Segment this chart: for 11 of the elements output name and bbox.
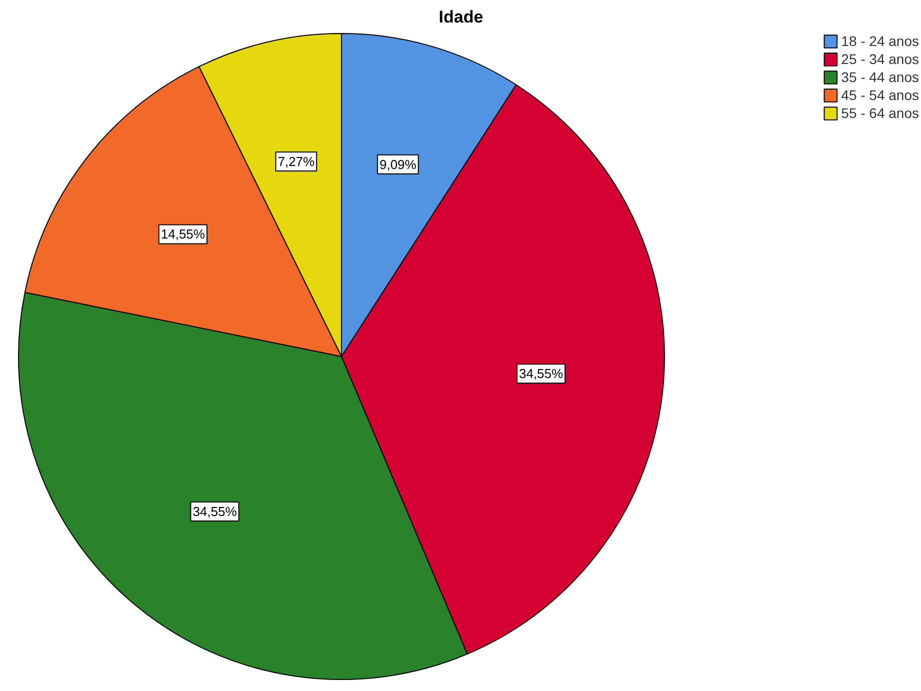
legend-label: 18 - 24 anos [841, 33, 919, 49]
legend-label: 45 - 54 anos [841, 87, 919, 103]
data-label: 14,55% [160, 226, 206, 242]
data-label: 9,09% [379, 156, 417, 172]
legend-label: 35 - 44 anos [841, 69, 919, 85]
data-label: 7,27% [278, 154, 316, 169]
legend-label: 25 - 34 anos [841, 51, 919, 67]
chart-title: Idade [438, 8, 484, 26]
data-label: 34,55% [192, 504, 238, 520]
data-label: 34,55% [518, 366, 564, 382]
legend-label: 55 - 64 anos [841, 105, 919, 121]
